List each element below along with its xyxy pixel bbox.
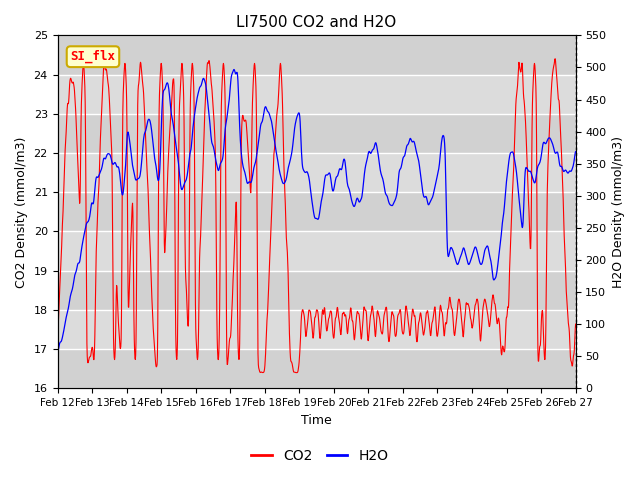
CO2 xyxy=(572,321,579,327)
Line: CO2: CO2 xyxy=(58,59,575,372)
CO2 xyxy=(292,370,300,375)
Title: LI7500 CO2 and H2O: LI7500 CO2 and H2O xyxy=(236,15,397,30)
H2O xyxy=(54,350,61,356)
H2O xyxy=(349,201,356,207)
Text: SI_flx: SI_flx xyxy=(70,50,115,63)
H2O xyxy=(94,175,102,180)
H2O xyxy=(285,164,292,170)
CO2 xyxy=(115,324,122,330)
Bar xyxy=(58,36,575,74)
H2O xyxy=(274,157,282,163)
Bar xyxy=(58,349,575,388)
CO2 xyxy=(284,268,292,274)
H2O xyxy=(572,149,579,155)
CO2 xyxy=(552,56,559,61)
CO2 xyxy=(54,333,61,339)
CO2 xyxy=(294,369,301,375)
Bar xyxy=(58,114,575,153)
CO2 xyxy=(273,107,281,113)
H2O xyxy=(230,67,238,72)
Y-axis label: H2O Density (mmol/m3): H2O Density (mmol/m3) xyxy=(612,136,625,288)
H2O xyxy=(115,165,122,171)
Y-axis label: CO2 Density (mmol/m3): CO2 Density (mmol/m3) xyxy=(15,136,28,288)
X-axis label: Time: Time xyxy=(301,414,332,427)
Line: H2O: H2O xyxy=(58,70,575,353)
CO2 xyxy=(349,318,356,324)
Bar xyxy=(58,271,575,310)
CO2 xyxy=(94,209,102,215)
Legend: CO2, H2O: CO2, H2O xyxy=(246,443,394,468)
H2O xyxy=(294,112,301,118)
Bar xyxy=(58,192,575,231)
